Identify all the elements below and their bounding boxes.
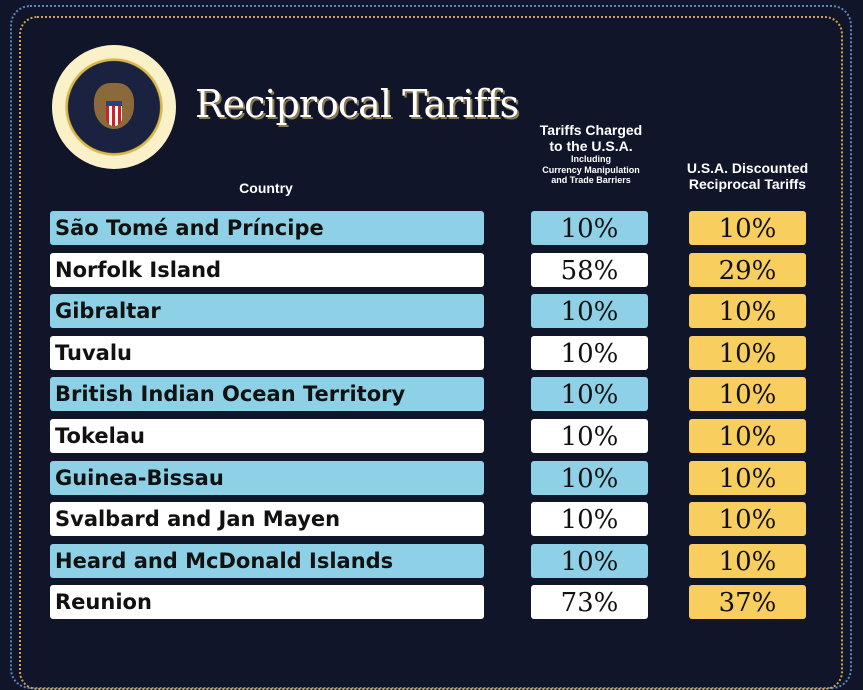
header-charged-line2: to the U.S.A. bbox=[549, 138, 633, 155]
country-cell: Heard and McDonald Islands bbox=[50, 543, 484, 578]
country-cell: São Tomé and Príncipe bbox=[50, 211, 484, 245]
country-cell: Reunion bbox=[50, 585, 484, 620]
charged-tariff-cell: 10% bbox=[531, 294, 648, 329]
country-cell: Norfolk Island bbox=[50, 252, 484, 287]
reciprocal-tariff-cell: 10% bbox=[689, 294, 806, 329]
header-country: Country bbox=[239, 180, 293, 196]
charged-tariff-cell: 73% bbox=[531, 585, 648, 620]
reciprocal-tariff-cell: 29% bbox=[689, 252, 806, 287]
country-cell: Tokelau bbox=[50, 419, 484, 453]
country-cell: Svalbard and Jan Mayen bbox=[50, 502, 484, 537]
header-charged-sub1: Including bbox=[571, 154, 611, 165]
country-cell: Gibraltar bbox=[50, 294, 484, 329]
reciprocal-tariff-cell: 10% bbox=[689, 543, 806, 578]
reciprocal-tariff-cell: 10% bbox=[689, 419, 806, 453]
charged-tariff-cell: 10% bbox=[531, 543, 648, 578]
presidential-seal-icon bbox=[52, 45, 176, 169]
country-cell: Guinea-Bissau bbox=[50, 460, 484, 495]
charged-tariff-cell: 58% bbox=[531, 252, 648, 287]
reciprocal-tariff-cell: 10% bbox=[689, 502, 806, 537]
reciprocal-tariff-cell: 10% bbox=[689, 377, 806, 412]
header-reciprocal: U.S.A. Discounted Reciprocal Tariffs bbox=[660, 160, 835, 192]
charged-tariff-cell: 10% bbox=[531, 335, 648, 370]
charged-tariff-cell: 10% bbox=[531, 502, 648, 537]
charged-tariff-cell: 10% bbox=[531, 419, 648, 453]
header-reciprocal-line1: U.S.A. Discounted bbox=[686, 160, 809, 176]
header-charged-sub3: and Trade Barriers bbox=[551, 174, 631, 185]
header-charged-line1: Tariffs Charged bbox=[539, 122, 643, 138]
country-cell: Tuvalu bbox=[50, 335, 484, 370]
header-charged-sub2: Currency Manipulation bbox=[542, 164, 640, 175]
charged-tariff-cell: 10% bbox=[531, 460, 648, 495]
reciprocal-tariff-cell: 10% bbox=[689, 460, 806, 495]
page-title: Reciprocal Tariffs bbox=[195, 82, 519, 126]
reciprocal-tariff-cell: 37% bbox=[689, 585, 806, 620]
reciprocal-tariff-cell: 10% bbox=[689, 211, 806, 245]
country-cell: British Indian Ocean Territory bbox=[50, 377, 484, 412]
header-charged: Tariffs Charged to the U.S.A. Including … bbox=[506, 122, 676, 185]
reciprocal-tariff-cell: 10% bbox=[689, 335, 806, 370]
charged-tariff-cell: 10% bbox=[531, 211, 648, 245]
charged-tariff-cell: 10% bbox=[531, 377, 648, 412]
header-reciprocal-line2: Reciprocal Tariffs bbox=[688, 176, 807, 193]
